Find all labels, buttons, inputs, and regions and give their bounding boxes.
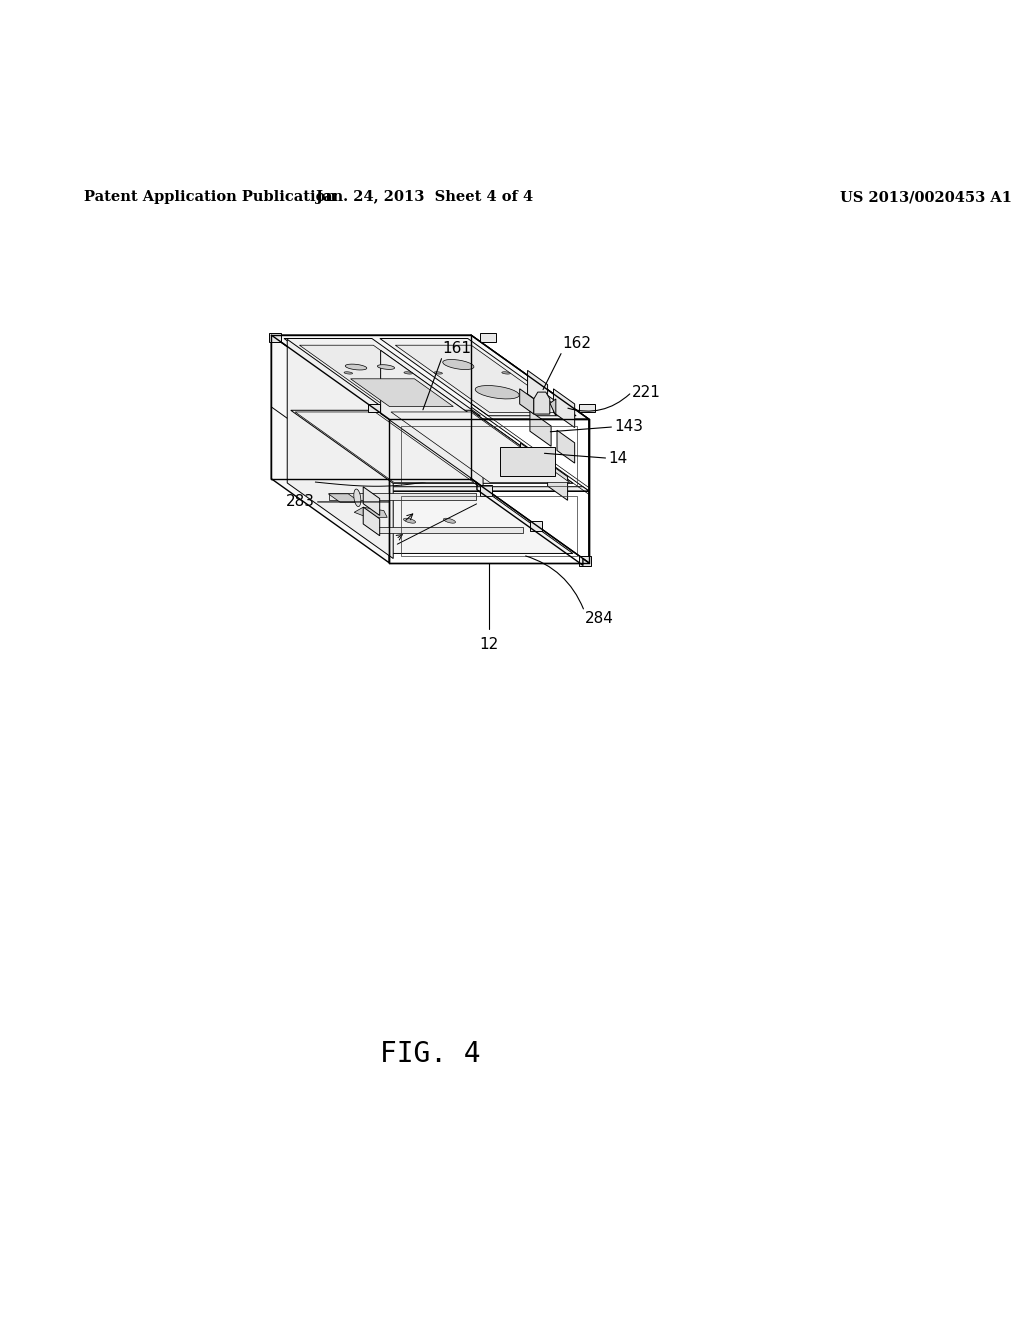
Polygon shape bbox=[557, 430, 574, 463]
Polygon shape bbox=[364, 487, 380, 515]
Text: FIG. 4: FIG. 4 bbox=[380, 1040, 480, 1068]
Polygon shape bbox=[519, 389, 534, 414]
Text: 14: 14 bbox=[608, 450, 628, 466]
Polygon shape bbox=[548, 462, 567, 500]
Polygon shape bbox=[354, 507, 387, 517]
Polygon shape bbox=[553, 389, 574, 428]
Polygon shape bbox=[381, 350, 483, 487]
Text: 161: 161 bbox=[442, 341, 471, 356]
Polygon shape bbox=[368, 404, 380, 412]
Polygon shape bbox=[443, 519, 456, 523]
Polygon shape bbox=[344, 372, 352, 374]
Polygon shape bbox=[291, 480, 573, 553]
Polygon shape bbox=[434, 372, 442, 374]
Polygon shape bbox=[391, 412, 569, 483]
Polygon shape bbox=[350, 379, 454, 407]
Text: 283: 283 bbox=[286, 495, 315, 510]
Polygon shape bbox=[376, 527, 523, 533]
Polygon shape bbox=[403, 519, 416, 523]
Polygon shape bbox=[380, 338, 577, 416]
Polygon shape bbox=[329, 492, 476, 500]
Polygon shape bbox=[480, 334, 497, 342]
Polygon shape bbox=[295, 412, 474, 483]
Polygon shape bbox=[329, 494, 360, 502]
Polygon shape bbox=[383, 487, 589, 491]
Polygon shape bbox=[378, 364, 394, 370]
Text: Patent Application Publication: Patent Application Publication bbox=[84, 190, 336, 205]
Polygon shape bbox=[364, 507, 380, 536]
Polygon shape bbox=[271, 335, 389, 562]
Text: 162: 162 bbox=[562, 337, 591, 351]
Polygon shape bbox=[291, 411, 573, 483]
Text: US 2013/0020453 A1: US 2013/0020453 A1 bbox=[840, 190, 1012, 205]
Text: 284: 284 bbox=[585, 611, 613, 627]
Polygon shape bbox=[271, 335, 589, 420]
Polygon shape bbox=[520, 444, 540, 480]
Polygon shape bbox=[287, 339, 393, 558]
Polygon shape bbox=[530, 520, 542, 531]
Text: 12: 12 bbox=[479, 638, 499, 652]
Polygon shape bbox=[345, 364, 367, 370]
Polygon shape bbox=[471, 335, 589, 562]
Text: Jan. 24, 2013  Sheet 4 of 4: Jan. 24, 2013 Sheet 4 of 4 bbox=[316, 190, 534, 205]
Polygon shape bbox=[580, 556, 592, 566]
Polygon shape bbox=[534, 392, 550, 414]
Polygon shape bbox=[271, 335, 471, 479]
Polygon shape bbox=[395, 346, 565, 412]
Polygon shape bbox=[299, 346, 468, 412]
Polygon shape bbox=[442, 359, 474, 370]
Polygon shape bbox=[404, 372, 413, 374]
Polygon shape bbox=[580, 404, 595, 412]
Text: 221: 221 bbox=[632, 384, 660, 400]
Polygon shape bbox=[354, 488, 360, 507]
Polygon shape bbox=[268, 334, 281, 342]
Text: 143: 143 bbox=[614, 420, 643, 434]
Polygon shape bbox=[500, 447, 555, 475]
Polygon shape bbox=[284, 338, 480, 416]
Polygon shape bbox=[502, 372, 510, 374]
Polygon shape bbox=[530, 411, 551, 446]
Polygon shape bbox=[480, 486, 493, 495]
Polygon shape bbox=[475, 385, 519, 399]
Polygon shape bbox=[527, 371, 548, 408]
Polygon shape bbox=[550, 399, 556, 416]
